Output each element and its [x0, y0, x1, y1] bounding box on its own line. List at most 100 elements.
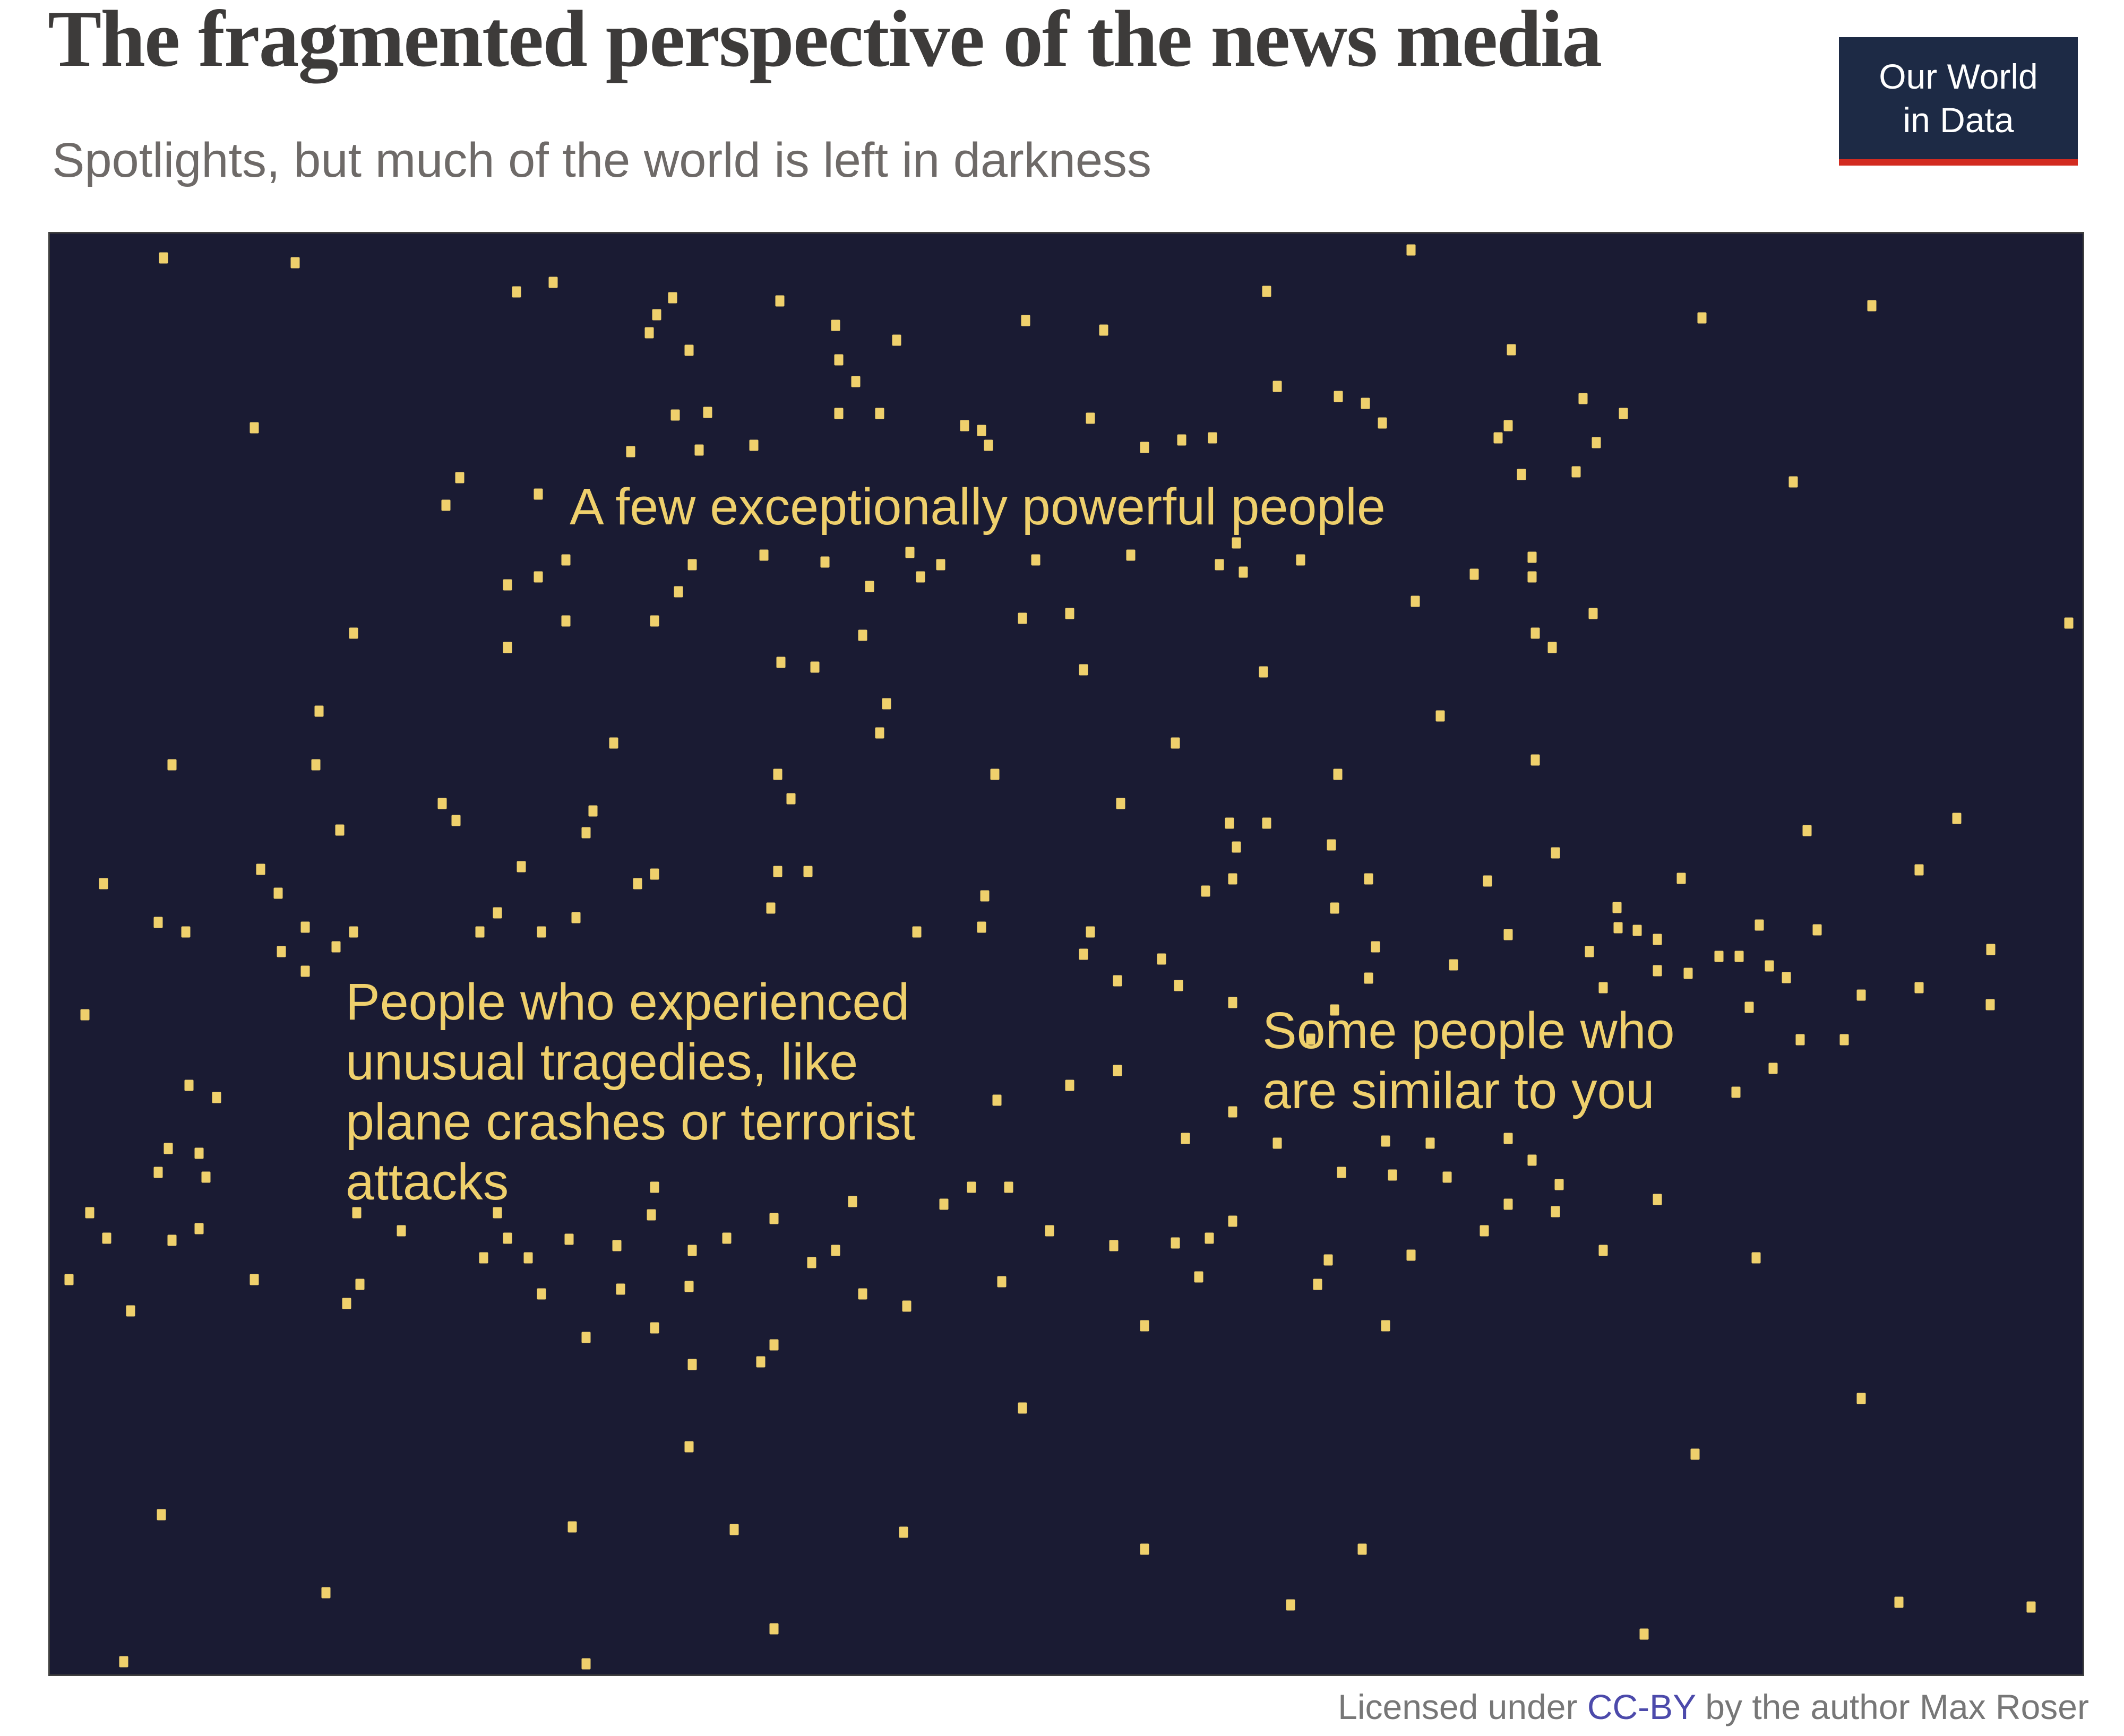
data-point	[349, 627, 358, 639]
data-point	[1330, 902, 1339, 914]
data-point	[534, 571, 543, 583]
data-point	[633, 878, 642, 889]
data-point	[512, 286, 521, 298]
data-point	[1442, 1171, 1452, 1183]
data-point	[475, 926, 485, 938]
data-point	[1364, 972, 1373, 984]
data-point	[349, 926, 358, 938]
data-point	[311, 759, 321, 771]
data-point	[1435, 710, 1445, 722]
data-point	[1592, 437, 1601, 448]
data-point	[300, 921, 310, 933]
page-title: The fragmented perspective of the news m…	[48, 0, 1602, 83]
data-point	[537, 926, 546, 938]
data-point	[331, 941, 341, 953]
data-point	[936, 559, 945, 571]
data-point	[184, 1079, 194, 1091]
data-point	[984, 439, 993, 451]
data-point	[548, 277, 558, 288]
data-point	[194, 1147, 204, 1159]
chart-canvas: A few exceptionally powerful people Peopl…	[48, 232, 2084, 1676]
data-point	[1371, 941, 1380, 953]
data-point	[1734, 951, 1744, 962]
data-point	[250, 422, 259, 434]
data-point	[567, 1521, 577, 1533]
data-point	[820, 556, 830, 568]
data-point	[300, 965, 310, 977]
data-point	[523, 1252, 533, 1264]
data-point	[851, 376, 861, 387]
data-point	[1171, 1237, 1180, 1249]
data-point	[1045, 1225, 1054, 1237]
data-point	[1751, 1252, 1761, 1264]
data-point	[479, 1252, 488, 1264]
owid-logo-line1: Our World	[1879, 57, 2038, 96]
data-point	[1225, 817, 1234, 829]
data-point	[834, 408, 844, 419]
data-point	[831, 1245, 840, 1256]
data-point	[834, 354, 844, 366]
data-point	[892, 334, 901, 346]
data-point	[992, 1094, 1002, 1106]
data-point	[1113, 975, 1122, 987]
data-point	[899, 1526, 908, 1538]
data-point	[858, 1288, 867, 1300]
data-point	[493, 907, 502, 919]
data-point	[119, 1656, 128, 1668]
data-point	[786, 793, 796, 805]
data-point	[650, 615, 659, 627]
data-point	[939, 1198, 949, 1210]
data-point	[1503, 929, 1513, 940]
data-point	[882, 698, 891, 710]
data-point	[1802, 825, 1812, 836]
data-point	[612, 1240, 622, 1251]
data-point	[875, 727, 884, 739]
data-point	[1313, 1279, 1322, 1290]
data-point	[1867, 300, 1877, 312]
data-point	[1323, 1254, 1333, 1266]
data-point	[1306, 1033, 1315, 1045]
data-point	[905, 547, 915, 558]
data-point	[1337, 1167, 1346, 1178]
data-point	[647, 1209, 656, 1221]
data-point	[1914, 864, 1924, 876]
data-point	[1361, 398, 1370, 409]
data-point	[2026, 1601, 2036, 1613]
data-point	[441, 499, 451, 511]
data-point	[1839, 1034, 1849, 1046]
data-point	[437, 798, 447, 809]
data-point	[1554, 1179, 1564, 1190]
data-point	[1079, 664, 1088, 676]
data-point	[537, 1288, 546, 1300]
data-point	[1744, 1001, 1754, 1013]
data-point	[1228, 997, 1237, 1008]
data-point	[644, 327, 654, 339]
license-note: Licensed under CC-BY by the author Max R…	[1338, 1687, 2089, 1727]
data-point	[1228, 1106, 1237, 1118]
license-prefix: Licensed under	[1338, 1687, 1587, 1726]
license-link[interactable]: CC-BY	[1587, 1687, 1696, 1726]
data-point	[85, 1207, 94, 1219]
data-point	[1208, 432, 1217, 444]
data-point	[875, 408, 884, 419]
data-point	[159, 252, 168, 264]
data-point	[1469, 568, 1479, 580]
data-point	[652, 309, 661, 321]
data-point	[273, 887, 283, 899]
data-point	[1215, 559, 1224, 571]
owid-logo: Our World in Data	[1839, 37, 2078, 166]
data-point	[1140, 1543, 1149, 1555]
data-point	[1272, 1137, 1282, 1149]
data-point	[1653, 1194, 1662, 1205]
data-point	[960, 420, 969, 431]
data-point	[776, 657, 786, 668]
data-point	[397, 1225, 406, 1237]
data-point	[1004, 1181, 1013, 1193]
data-point	[980, 890, 990, 902]
data-point	[314, 705, 324, 717]
data-point	[684, 344, 694, 356]
data-point	[1018, 1402, 1027, 1414]
data-point	[1856, 989, 1866, 1001]
data-point	[1530, 754, 1540, 766]
data-point	[1449, 959, 1458, 971]
